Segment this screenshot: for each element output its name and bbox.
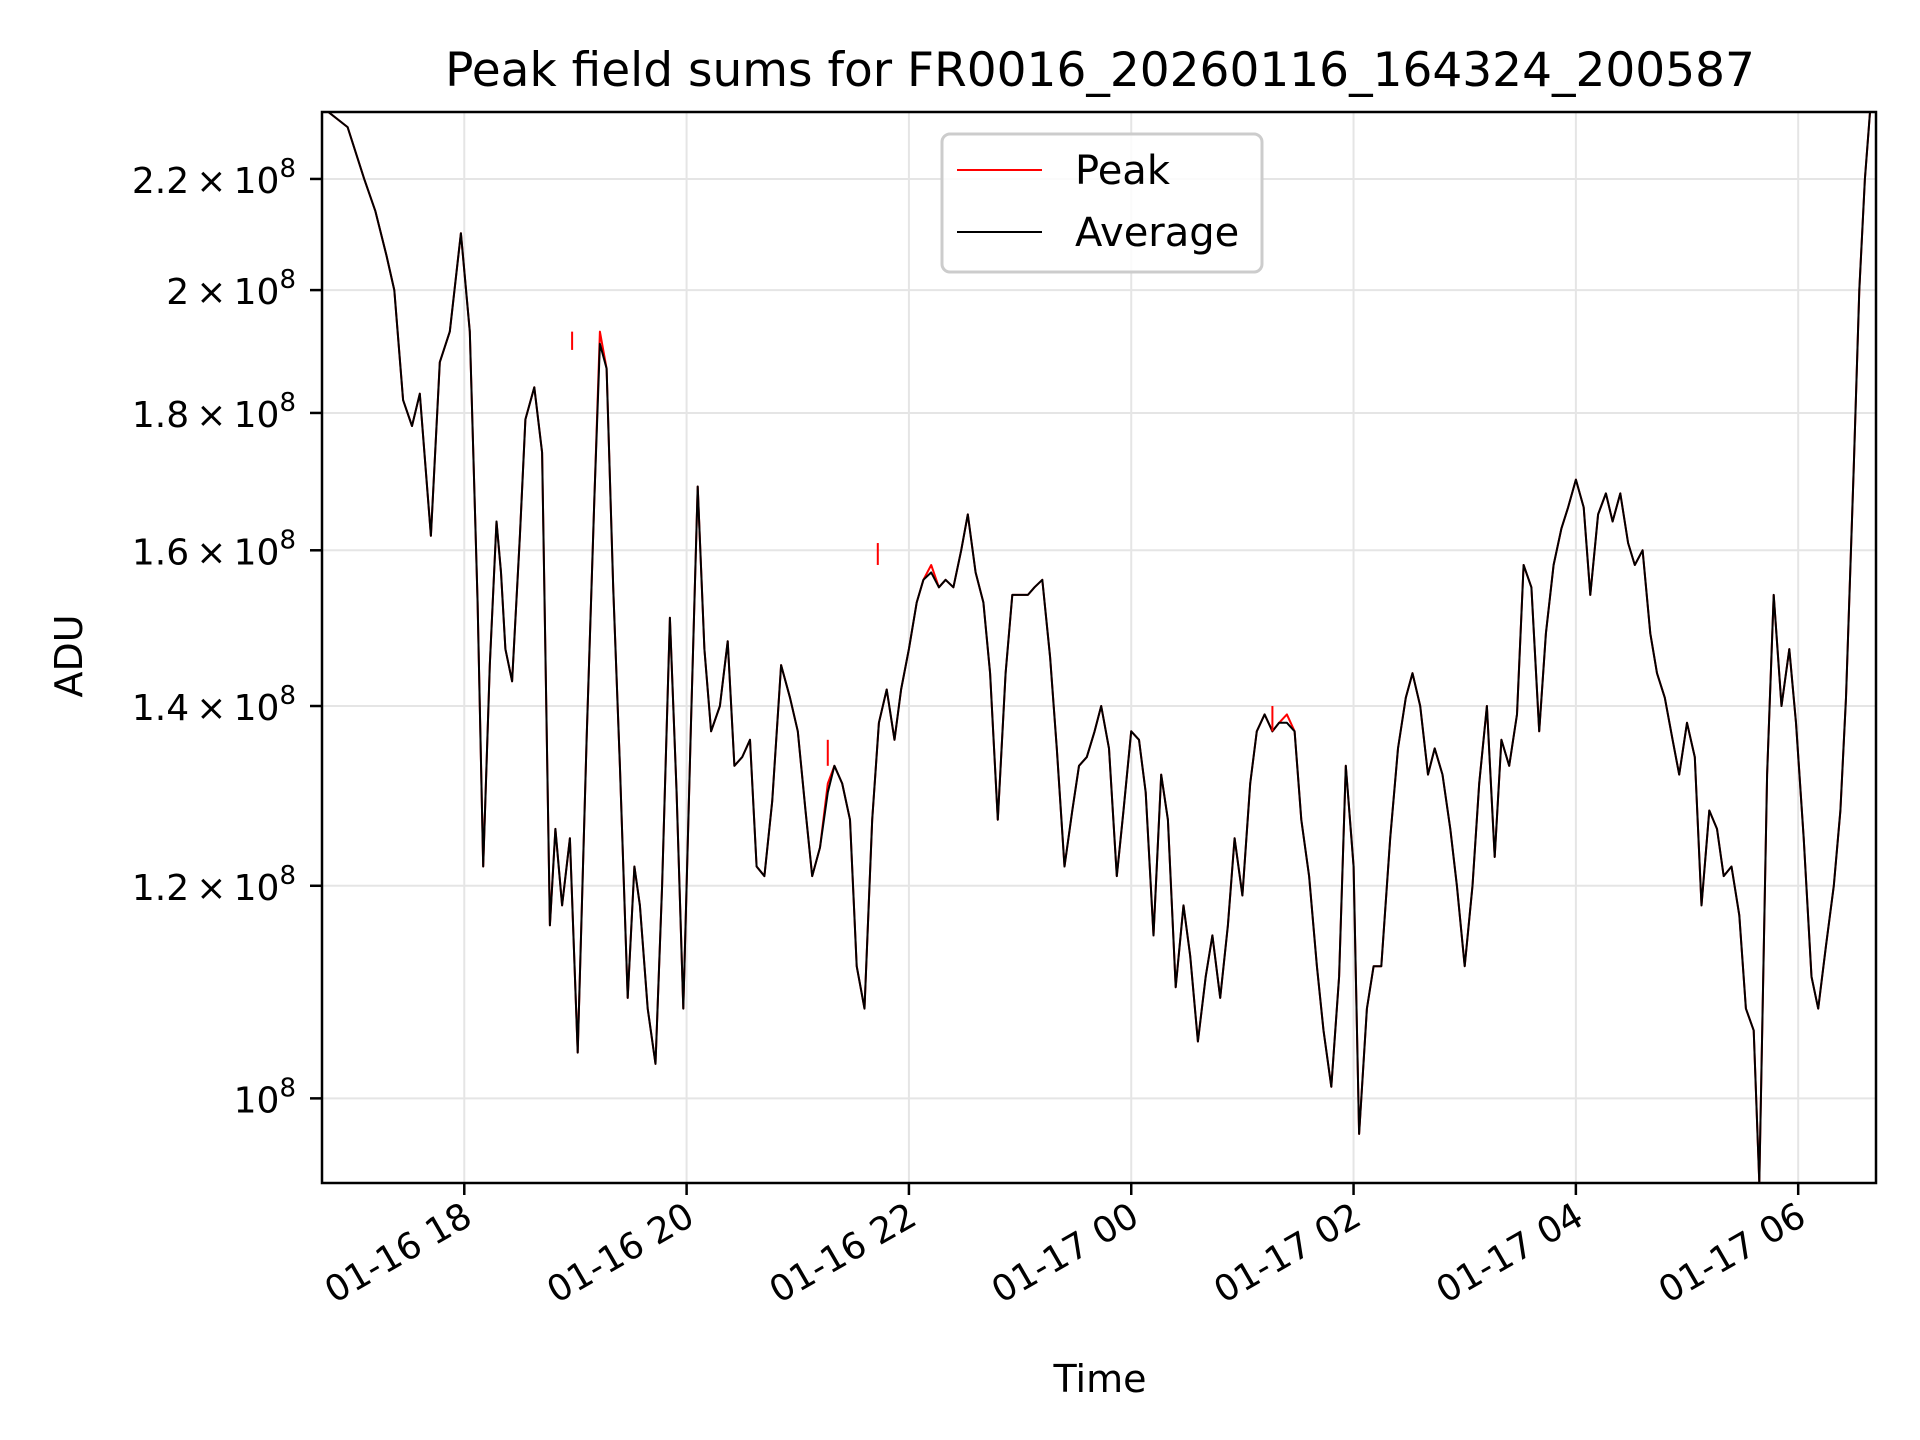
x-axis-label: Time	[1053, 1357, 1147, 1401]
legend-average-label: Average	[1075, 210, 1239, 256]
y-axis-label: ADU	[47, 614, 91, 697]
y-tick-label: 1.2 × 108	[132, 861, 296, 909]
plot-frame	[320, 110, 1878, 1185]
legend: Peak Average	[940, 132, 1264, 274]
legend-frame	[940, 132, 1264, 274]
series-line-average	[326, 112, 1872, 1183]
y-tick-label: 1.4 × 108	[132, 681, 296, 729]
chart-title: Peak field sums for FR0016_20260116_1643…	[445, 43, 1755, 98]
y-tick-label: 1.8 × 108	[132, 388, 296, 436]
y-tick-label: 1.6 × 108	[132, 525, 296, 573]
legend-peak-label: Peak	[1075, 148, 1171, 194]
y-tick-label: 2 × 108	[166, 265, 296, 313]
y-tick-label: 108	[234, 1073, 296, 1121]
series-lines	[326, 112, 1872, 1183]
y-tick-label: 2.2 × 108	[132, 154, 296, 202]
